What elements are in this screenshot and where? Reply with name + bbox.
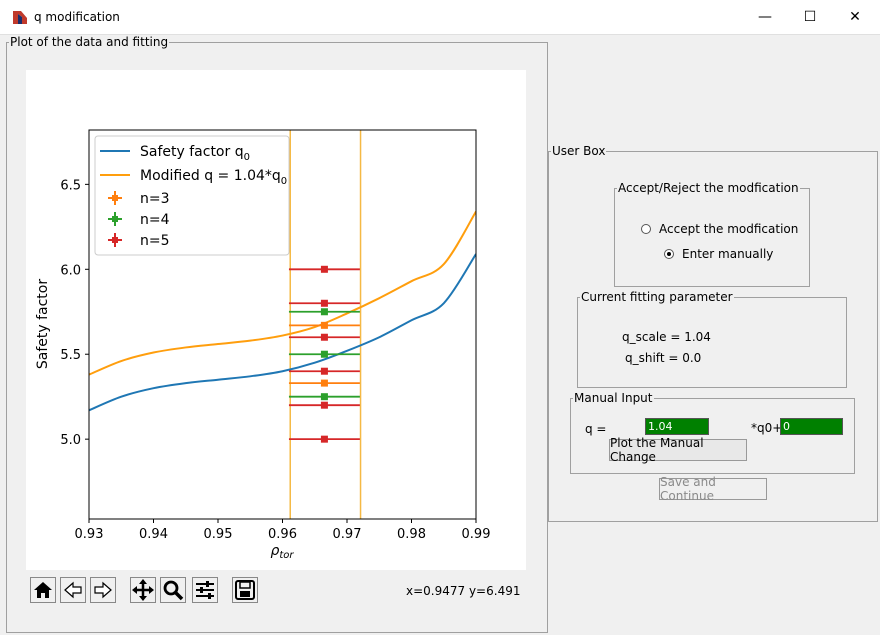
x-axis-label: ρtor <box>270 543 294 561</box>
plot-canvas[interactable]: 0.93 0.94 0.95 0.96 0.97 0.98 0.99 5.0 5.5 6.0 6.5… <box>26 70 526 570</box>
legend: Safety factor q0 Modified q = 1.04*q0 n=… <box>94 135 290 256</box>
cursor-coordinates: x=0.9477 y=6.491 <box>406 584 521 598</box>
x-tick-label-6: 0.99 <box>462 527 491 542</box>
marker-n5-2 <box>288 367 360 375</box>
legend-marker-n4 <box>108 212 122 226</box>
manual-input-legend: Manual Input <box>574 391 653 405</box>
legend-label-n4: n=4 <box>140 212 170 228</box>
y-tick-label-2: 6.0 <box>60 263 81 278</box>
q0-plus-label: *q0+ <box>751 421 783 435</box>
configure-subplots-icon <box>196 581 214 599</box>
back-button[interactable] <box>60 577 86 603</box>
plot-frame-legend: Plot of the data and fitting <box>10 35 169 49</box>
configure-subplots-button[interactable] <box>192 577 218 603</box>
user-box: User Box <box>548 144 878 522</box>
q-shift-input[interactable]: 0 <box>780 418 843 435</box>
user-box-legend: User Box <box>552 144 606 158</box>
legend-label-modified: Modified q = 1.04*q0 <box>140 168 287 187</box>
x-tick-label-1: 0.94 <box>139 527 168 542</box>
series-line-0 <box>89 253 476 412</box>
home-icon <box>34 582 52 598</box>
forward-button[interactable] <box>90 577 116 603</box>
minimize-button[interactable]: — <box>758 9 772 25</box>
marker-n3-1 <box>288 321 360 329</box>
back-icon <box>64 581 82 599</box>
marker-n5-3 <box>288 333 360 341</box>
marker-n5-1 <box>288 401 360 409</box>
marker-n3-0 <box>288 379 360 387</box>
x-tick-label-4: 0.97 <box>333 527 362 542</box>
x-tick-label-2: 0.95 <box>204 527 233 542</box>
marker-n5-0 <box>288 435 360 443</box>
pan-icon <box>132 579 154 601</box>
home-button[interactable] <box>30 577 56 603</box>
accept-radio[interactable] <box>641 224 651 234</box>
legend-label-n5: n=5 <box>140 233 170 249</box>
x-tick-label-5: 0.98 <box>397 527 426 542</box>
chart[interactable]: 0.93 0.94 0.95 0.96 0.97 0.98 0.99 5.0 5.5 6.0 6.5… <box>26 70 526 570</box>
x-tick-label-3: 0.96 <box>268 527 297 542</box>
save-icon <box>235 580 255 600</box>
maximize-button[interactable]: ☐ <box>803 9 817 25</box>
plot-manual-change-button[interactable]: Plot the Manual Change <box>609 436 747 464</box>
q-shift-value: q_shift = 0.0 <box>625 351 702 365</box>
marker-n4-0 <box>288 393 360 401</box>
pan-button[interactable] <box>130 577 156 603</box>
marker-n4-1 <box>288 350 360 358</box>
manual-input-group: Manual Input <box>570 391 855 474</box>
enter-manually-radio[interactable] <box>664 249 674 259</box>
marker-n5-5 <box>288 265 360 273</box>
marker-n5-4 <box>288 299 360 307</box>
window-title: q modification <box>34 10 120 24</box>
y-tick-label-3: 6.5 <box>60 178 81 193</box>
title-bar: q modification — ☐ ✕ <box>0 0 880 35</box>
q-equals-label: q = <box>585 422 607 436</box>
legend-label-q0: Safety factor q0 <box>140 144 250 163</box>
accept-reject-legend: Accept/Reject the modfication <box>618 181 799 195</box>
zoom-button[interactable] <box>160 577 186 603</box>
plot-frame: Plot of the data and fitting <box>6 35 548 633</box>
legend-marker-n3 <box>108 191 122 205</box>
save-and-continue-button[interactable]: Save and Continue <box>659 475 767 503</box>
enter-manually-label[interactable]: Enter manually <box>682 247 774 261</box>
x-tick-label-0: 0.93 <box>75 527 104 542</box>
q-scale-value: q_scale = 1.04 <box>622 330 711 344</box>
save-figure-button[interactable] <box>232 577 258 603</box>
legend-marker-n5 <box>108 233 122 247</box>
current-params-group: Current fitting parameter <box>577 290 847 388</box>
current-params-legend: Current fitting parameter <box>581 290 733 304</box>
accept-label[interactable]: Accept the modfication <box>659 222 799 236</box>
legend-label-n3: n=3 <box>140 191 170 207</box>
marker-n4-2 <box>288 308 360 316</box>
y-tick-label-0: 5.0 <box>60 433 81 448</box>
y-tick-label-1: 5.5 <box>60 348 81 363</box>
series-line-1 <box>89 211 476 376</box>
accept-reject-group: Accept/Reject the modfication <box>614 181 810 287</box>
app-logo-icon <box>12 9 28 25</box>
forward-icon <box>94 581 112 599</box>
q-scale-input[interactable]: 1.04 <box>645 418 709 435</box>
close-button[interactable]: ✕ <box>849 9 861 25</box>
zoom-icon <box>163 580 184 601</box>
y-axis-label: Safety factor <box>35 279 51 369</box>
